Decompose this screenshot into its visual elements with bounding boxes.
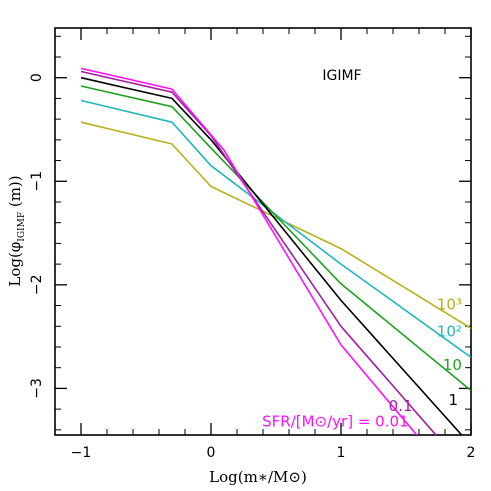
y-tick-label: −3: [29, 378, 45, 399]
series-label: 10: [443, 356, 462, 374]
y-axis-label: Log(φIGIMF (m)): [6, 175, 27, 286]
y-axis-label-sub: IGIMF: [17, 212, 27, 242]
chart-title: IGIMF: [322, 68, 361, 84]
tick-labels: −1 0 1 2 0 −1 −2 −3: [29, 73, 475, 461]
series-line: [80, 99, 471, 358]
series-label: 10³: [437, 296, 462, 314]
series-label: 10²: [437, 323, 462, 341]
series-label: 1: [448, 391, 458, 409]
axis-ticks: [54, 28, 472, 435]
x-tick-label: −1: [71, 445, 92, 461]
x-axis-label: Log(m∗/M⊙): [209, 468, 307, 486]
plot-frame: [54, 27, 472, 436]
series-label: SFR/[M⊙/yr] = 0.01: [262, 413, 408, 431]
series-line: [80, 67, 418, 435]
y-tick-label: −1: [29, 171, 45, 192]
series-line: [80, 85, 471, 392]
series-line: [80, 70, 437, 435]
x-tick-label: 1: [337, 445, 346, 461]
series-lines: [80, 67, 471, 435]
series-line: [80, 76, 463, 435]
series-line: [80, 121, 471, 329]
y-tick-label: −2: [29, 275, 45, 296]
y-axis-label-tail: (m)): [6, 175, 24, 212]
series-label: 0.1: [389, 397, 413, 415]
y-tick-label: 0: [29, 73, 45, 82]
x-tick-label: 2: [467, 445, 476, 461]
y-axis-label-main: Log(φ: [6, 242, 24, 287]
x-tick-label: 0: [207, 445, 216, 461]
